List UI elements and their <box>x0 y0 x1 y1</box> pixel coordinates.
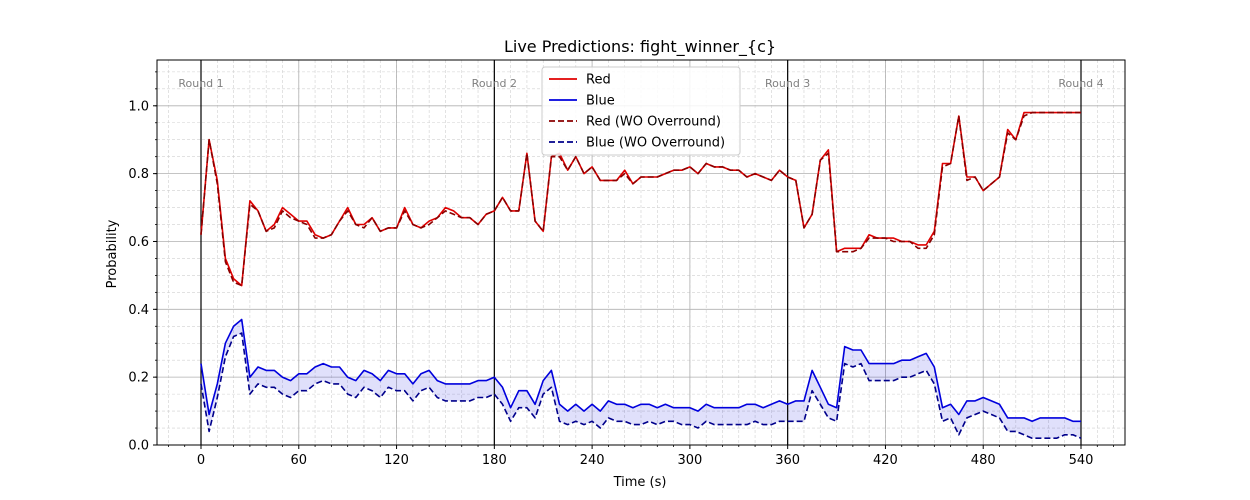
x-tick-label: 480 <box>971 453 996 468</box>
legend-entry-1: Blue <box>586 94 615 109</box>
round-label: Round 1 <box>178 77 223 90</box>
y-tick-label: 0.4 <box>128 303 149 318</box>
y-axis-ticks: 0.0 0.2 0.4 0.6 0.8 1.0 <box>128 71 157 454</box>
y-tick-label: 0.0 <box>128 439 149 454</box>
x-tick-label: 120 <box>384 453 409 468</box>
y-axis-label: Probability <box>105 219 120 288</box>
chart-title: Live Predictions: fight_winner_{c} <box>504 37 776 57</box>
round-markers: Round 1 Round 2 Round 3 Round 4 <box>178 60 1104 445</box>
round-label: Round 3 <box>765 77 810 90</box>
legend: Red Blue Red (WO Overround) Blue (WO Overro… <box>541 66 741 156</box>
series-line-2 <box>200 111 1081 287</box>
y-tick-label: 0.6 <box>128 235 149 250</box>
series-line-3 <box>200 332 1082 439</box>
y-tick-label: 0.8 <box>128 167 149 182</box>
legend-entry-0: Red <box>586 73 611 88</box>
round-label: Round 2 <box>472 77 517 90</box>
x-tick-label: 0 <box>197 453 205 468</box>
legend-entry-2: Red (WO Overround) <box>586 115 721 130</box>
series-lines <box>200 111 1082 439</box>
x-tick-label: 180 <box>482 453 507 468</box>
x-tick-label: 420 <box>873 453 898 468</box>
y-tick-label: 0.2 <box>128 371 149 386</box>
y-tick-label: 1.0 <box>128 99 149 114</box>
x-tick-label: 240 <box>580 453 605 468</box>
legend-entry-3: Blue (WO Overround) <box>586 136 725 151</box>
x-axis-ticks: 0 60 120 180 240 300 360 420 480 540 <box>168 445 1114 468</box>
x-axis-label: Time (s) <box>613 475 667 490</box>
x-tick-label: 540 <box>1069 453 1094 468</box>
x-tick-label: 360 <box>775 453 800 468</box>
round-label: Round 4 <box>1058 77 1103 90</box>
x-tick-label: 300 <box>677 453 702 468</box>
legend-box <box>541 66 741 156</box>
series-line-1 <box>200 318 1081 423</box>
x-tick-label: 60 <box>291 453 308 468</box>
